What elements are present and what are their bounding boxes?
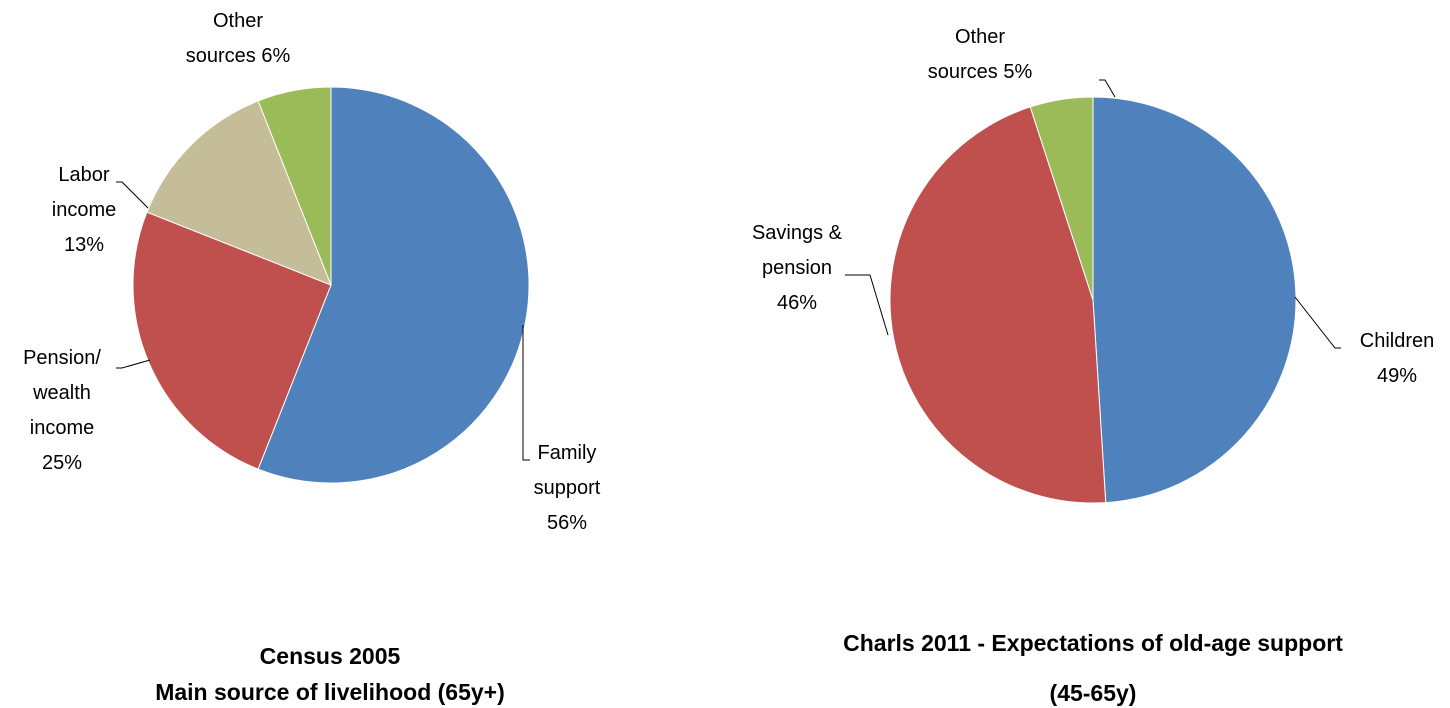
leader-line [522, 325, 530, 461]
label-value: 13% [63, 234, 105, 256]
label-category: Other sources [185, 10, 264, 67]
label-value: 6% [261, 45, 291, 67]
label-category: Labor income [51, 164, 117, 221]
label-category: Children [1359, 330, 1435, 352]
chart-title: Census 2005 [80, 636, 580, 676]
data-label: Other sources 6% [182, 4, 294, 74]
pie-slice [1029, 96, 1094, 301]
data-label: Family support 56% [522, 436, 612, 541]
label-value: 46% [776, 292, 818, 314]
label-value: 5% [1003, 61, 1033, 83]
label-value: 56% [546, 512, 588, 534]
title: Census 2005 [259, 643, 401, 669]
pie-slice [146, 100, 332, 286]
chart-subtitle: Main source of livelihood (65y+) [80, 672, 580, 708]
label-value: 25% [41, 452, 83, 474]
label-category: Savings & pension [751, 222, 843, 279]
pie-slice [889, 106, 1107, 504]
pie-slice [132, 211, 332, 470]
pie-slice [257, 86, 530, 484]
label-category: Other sources [927, 26, 1006, 83]
leader-line [116, 181, 149, 209]
leader-line [116, 359, 151, 369]
pie-slice [257, 86, 332, 286]
data-label: Pension/ wealth income 25% [16, 341, 108, 481]
pie-slice [1092, 96, 1297, 504]
label-category: Family support [533, 442, 601, 499]
leader-line [1294, 296, 1341, 349]
label-category: Pension/ wealth income [23, 347, 101, 439]
leader-line [845, 274, 889, 336]
data-label: Savings & pension 46% [747, 216, 847, 321]
data-label: Children 49% [1354, 324, 1440, 394]
title: Charls 2011 - Expectations of old-age su… [843, 630, 1343, 706]
data-label: Labor income 13% [48, 158, 120, 263]
leader-line [1099, 79, 1116, 98]
subtitle: Main source of livelihood (65y+) [155, 679, 505, 705]
data-label: Other sources 5% [924, 20, 1036, 90]
label-value: 49% [1376, 365, 1418, 387]
chart-title: Charls 2011 - Expectations of old-age su… [823, 618, 1363, 708]
